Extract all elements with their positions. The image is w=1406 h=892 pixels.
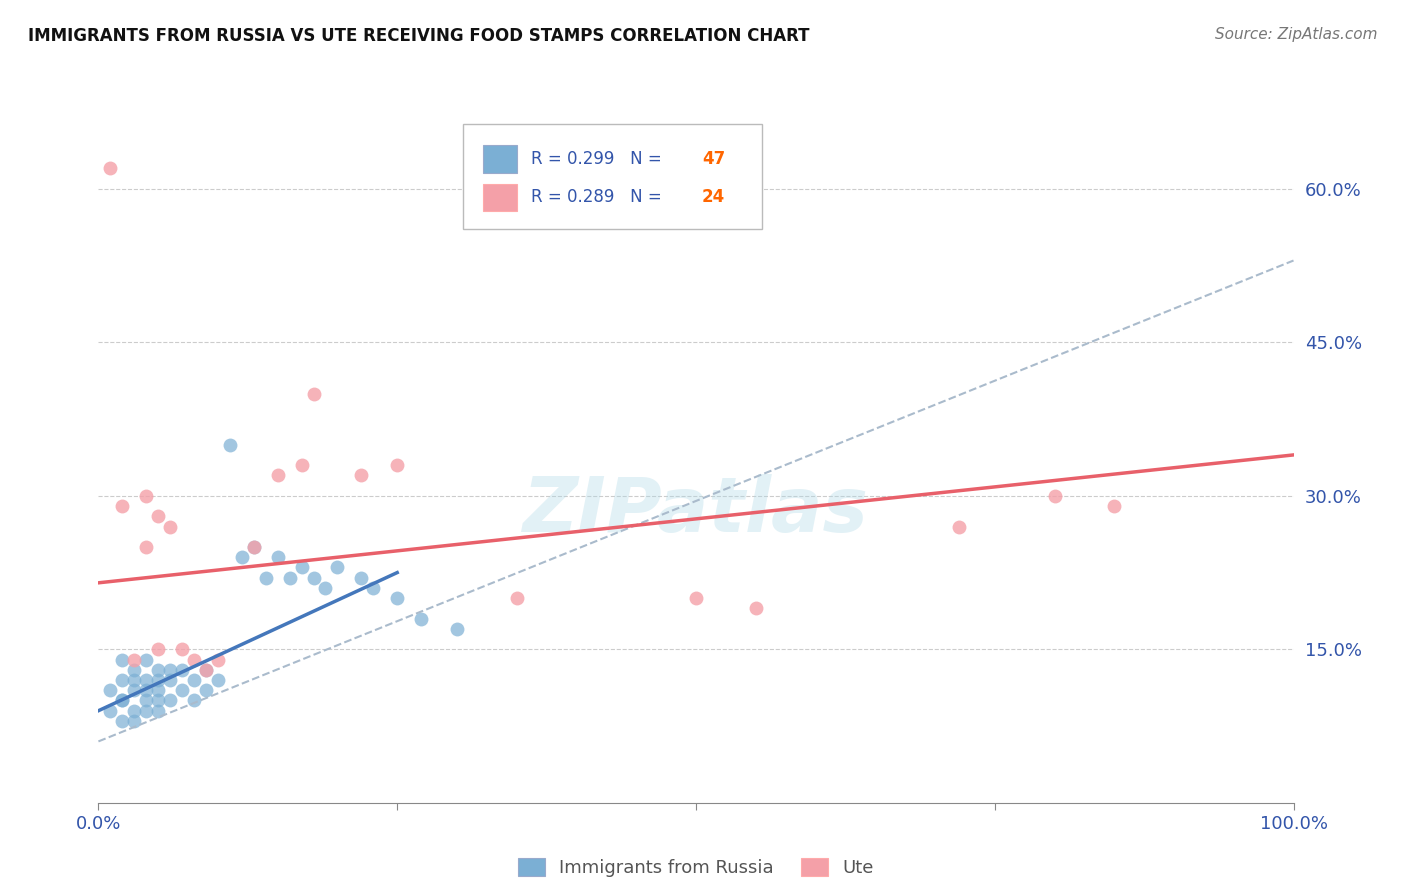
Point — [135, 489, 157, 503]
Point — [148, 693, 170, 707]
Point — [124, 704, 146, 718]
Point — [111, 693, 134, 707]
Point — [685, 591, 707, 606]
Point — [135, 704, 157, 718]
Text: R = 0.299   N =: R = 0.299 N = — [531, 150, 666, 169]
Point — [243, 540, 266, 554]
Bar — [484, 184, 517, 211]
Point — [172, 683, 194, 698]
Point — [159, 663, 181, 677]
Point — [148, 663, 170, 677]
Point — [243, 540, 266, 554]
Point — [948, 519, 970, 533]
Point — [194, 663, 218, 677]
Text: 47: 47 — [702, 150, 725, 169]
Point — [231, 550, 253, 565]
Point — [124, 652, 146, 666]
Point — [302, 386, 325, 401]
Point — [148, 683, 170, 698]
Point — [111, 714, 134, 728]
Point — [315, 581, 337, 595]
Point — [254, 571, 277, 585]
Point — [291, 458, 314, 472]
Point — [111, 693, 134, 707]
Point — [148, 642, 170, 657]
Point — [267, 468, 290, 483]
Point — [135, 683, 157, 698]
Point — [124, 714, 146, 728]
Point — [278, 571, 301, 585]
Point — [148, 509, 170, 524]
Point — [291, 560, 314, 574]
Point — [219, 438, 242, 452]
Point — [135, 693, 157, 707]
Point — [194, 683, 218, 698]
Point — [350, 571, 373, 585]
Point — [159, 693, 181, 707]
Point — [111, 673, 134, 687]
Point — [183, 673, 205, 687]
Point — [385, 591, 409, 606]
Point — [363, 581, 385, 595]
Point — [207, 673, 229, 687]
Point — [98, 704, 122, 718]
Point — [135, 540, 157, 554]
Bar — [484, 145, 517, 173]
Point — [124, 683, 146, 698]
Text: R = 0.289   N =: R = 0.289 N = — [531, 188, 666, 206]
Point — [124, 663, 146, 677]
Point — [172, 642, 194, 657]
Point — [159, 673, 181, 687]
Point — [183, 652, 205, 666]
Point — [124, 673, 146, 687]
Point — [1043, 489, 1066, 503]
Point — [350, 468, 373, 483]
Point — [111, 652, 134, 666]
Point — [446, 622, 468, 636]
Point — [148, 704, 170, 718]
Point — [1102, 499, 1125, 513]
Point — [111, 499, 134, 513]
Point — [326, 560, 349, 574]
FancyBboxPatch shape — [463, 124, 762, 229]
Text: ZIPatlas: ZIPatlas — [523, 474, 869, 548]
Point — [385, 458, 409, 472]
Point — [411, 612, 433, 626]
Legend: Immigrants from Russia, Ute: Immigrants from Russia, Ute — [510, 850, 882, 884]
Point — [194, 663, 218, 677]
Text: 24: 24 — [702, 188, 725, 206]
Point — [506, 591, 529, 606]
Point — [148, 673, 170, 687]
Point — [745, 601, 768, 615]
Point — [267, 550, 290, 565]
Point — [135, 673, 157, 687]
Point — [135, 652, 157, 666]
Text: Source: ZipAtlas.com: Source: ZipAtlas.com — [1215, 27, 1378, 42]
Point — [207, 652, 229, 666]
Text: IMMIGRANTS FROM RUSSIA VS UTE RECEIVING FOOD STAMPS CORRELATION CHART: IMMIGRANTS FROM RUSSIA VS UTE RECEIVING … — [28, 27, 810, 45]
Point — [302, 571, 325, 585]
Point — [98, 161, 122, 176]
Point — [172, 663, 194, 677]
Point — [183, 693, 205, 707]
Point — [159, 519, 181, 533]
Point — [98, 683, 122, 698]
